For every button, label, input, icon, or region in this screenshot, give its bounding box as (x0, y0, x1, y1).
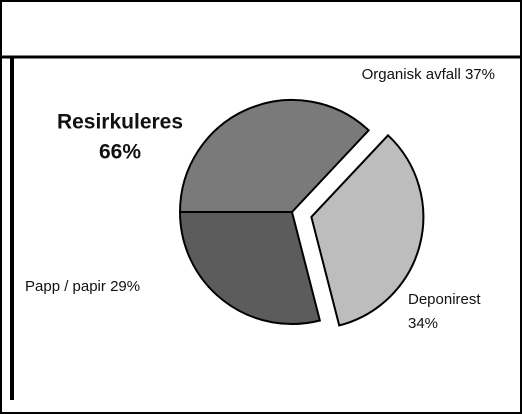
slice-label: Deponirest (408, 291, 481, 308)
pie-slice (310, 133, 425, 327)
slice-name: Organisk avfall (362, 66, 461, 83)
slice-value-label: 34% (408, 315, 438, 332)
slice-label: Organisk avfall 37% (362, 66, 495, 83)
pie-slice (178, 99, 371, 213)
slice-label: Papp / papir 29% (25, 278, 140, 295)
slice-value-label: 37% (465, 66, 495, 83)
group-label: Resirkuleres (57, 111, 183, 134)
group-value: 66% (99, 141, 141, 164)
slice-name: Papp / papir (25, 278, 106, 295)
pie-slice (178, 211, 322, 325)
slice-value-label: 29% (110, 278, 140, 295)
